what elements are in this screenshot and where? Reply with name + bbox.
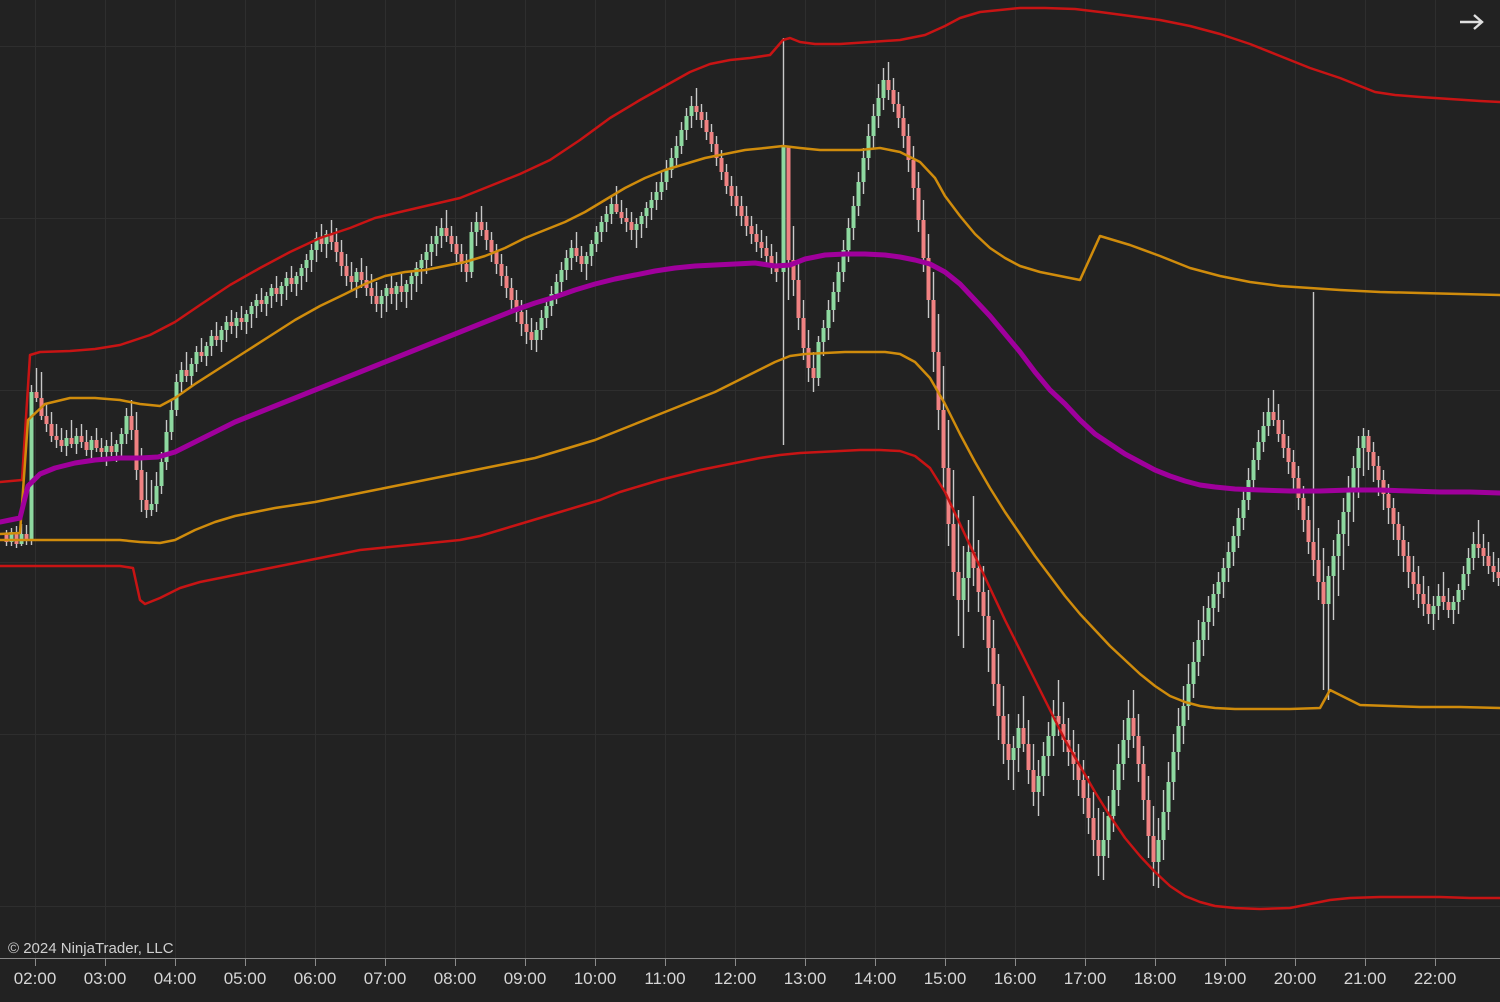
time-axis-label: 18:00 — [1133, 969, 1177, 988]
chart-canvas — [0, 0, 1500, 958]
indicator-overlay-series — [0, 6, 1500, 911]
time-axis-tick — [385, 959, 386, 966]
time-axis-tick — [1295, 959, 1296, 966]
time-axis-tick — [735, 959, 736, 966]
copyright-label: © 2024 NinjaTrader, LLC — [8, 940, 174, 957]
time-axis-tick — [35, 959, 36, 966]
time-axis-tick — [525, 959, 526, 966]
time-axis-tick — [1435, 959, 1436, 966]
time-axis-tick — [595, 959, 596, 966]
time-axis-label: 07:00 — [363, 969, 407, 988]
time-axis-tick — [945, 959, 946, 966]
time-axis-tick — [1365, 959, 1366, 966]
time-axis-label: 13:00 — [783, 969, 827, 988]
time-axis-tick — [805, 959, 806, 966]
time-axis-label: 04:00 — [153, 969, 197, 988]
arrow-right-icon — [1460, 14, 1484, 30]
time-axis-label: 14:00 — [853, 969, 897, 988]
time-axis-label: 05:00 — [223, 969, 267, 988]
time-axis-label: 09:00 — [503, 969, 547, 988]
time-axis-label: 22:00 — [1413, 969, 1457, 988]
time-axis-line — [0, 958, 1500, 959]
series-lower-band-red — [0, 448, 1500, 911]
time-axis-label: 06:00 — [293, 969, 337, 988]
time-axis-tick — [1085, 959, 1086, 966]
price-plot-area[interactable] — [0, 0, 1500, 958]
time-axis-tick — [245, 959, 246, 966]
time-axis-tick — [175, 959, 176, 966]
time-axis-label: 15:00 — [923, 969, 967, 988]
time-axis-label: 20:00 — [1273, 969, 1317, 988]
time-axis-label: 21:00 — [1343, 969, 1387, 988]
horizontal-gridlines — [0, 46, 1500, 907]
time-axis-tick — [455, 959, 456, 966]
time-axis-tick — [1225, 959, 1226, 966]
series-upper-band-red — [0, 6, 1500, 484]
time-axis-tick — [875, 959, 876, 966]
time-axis-tick — [1155, 959, 1156, 966]
time-axis-tick — [1015, 959, 1016, 966]
time-axis-label: 19:00 — [1203, 969, 1247, 988]
time-axis-tick — [665, 959, 666, 966]
time-axis-tick — [315, 959, 316, 966]
time-axis-label: 08:00 — [433, 969, 477, 988]
time-axis-label: 10:00 — [573, 969, 617, 988]
time-axis-label: 17:00 — [1063, 969, 1107, 988]
series-upper-mid-orange — [0, 144, 1500, 536]
time-axis-label: 03:00 — [83, 969, 127, 988]
time-axis-label: 16:00 — [993, 969, 1037, 988]
time-axis-label: 12:00 — [713, 969, 757, 988]
series-lower-mid-orange — [0, 350, 1500, 711]
time-axis-label: 02:00 — [13, 969, 57, 988]
series-magenta-center — [0, 251, 1500, 525]
time-axis-tick — [105, 959, 106, 966]
vertical-gridlines — [35, 0, 1436, 958]
time-axis: 02:00 03:00 04:00 05:00 06:00 07:00 08:00 09:00… — [0, 958, 1500, 1002]
time-axis-label: 11:00 — [644, 969, 686, 988]
candlestick-series — [4, 38, 1500, 888]
scroll-to-end-button[interactable] — [1452, 6, 1492, 38]
